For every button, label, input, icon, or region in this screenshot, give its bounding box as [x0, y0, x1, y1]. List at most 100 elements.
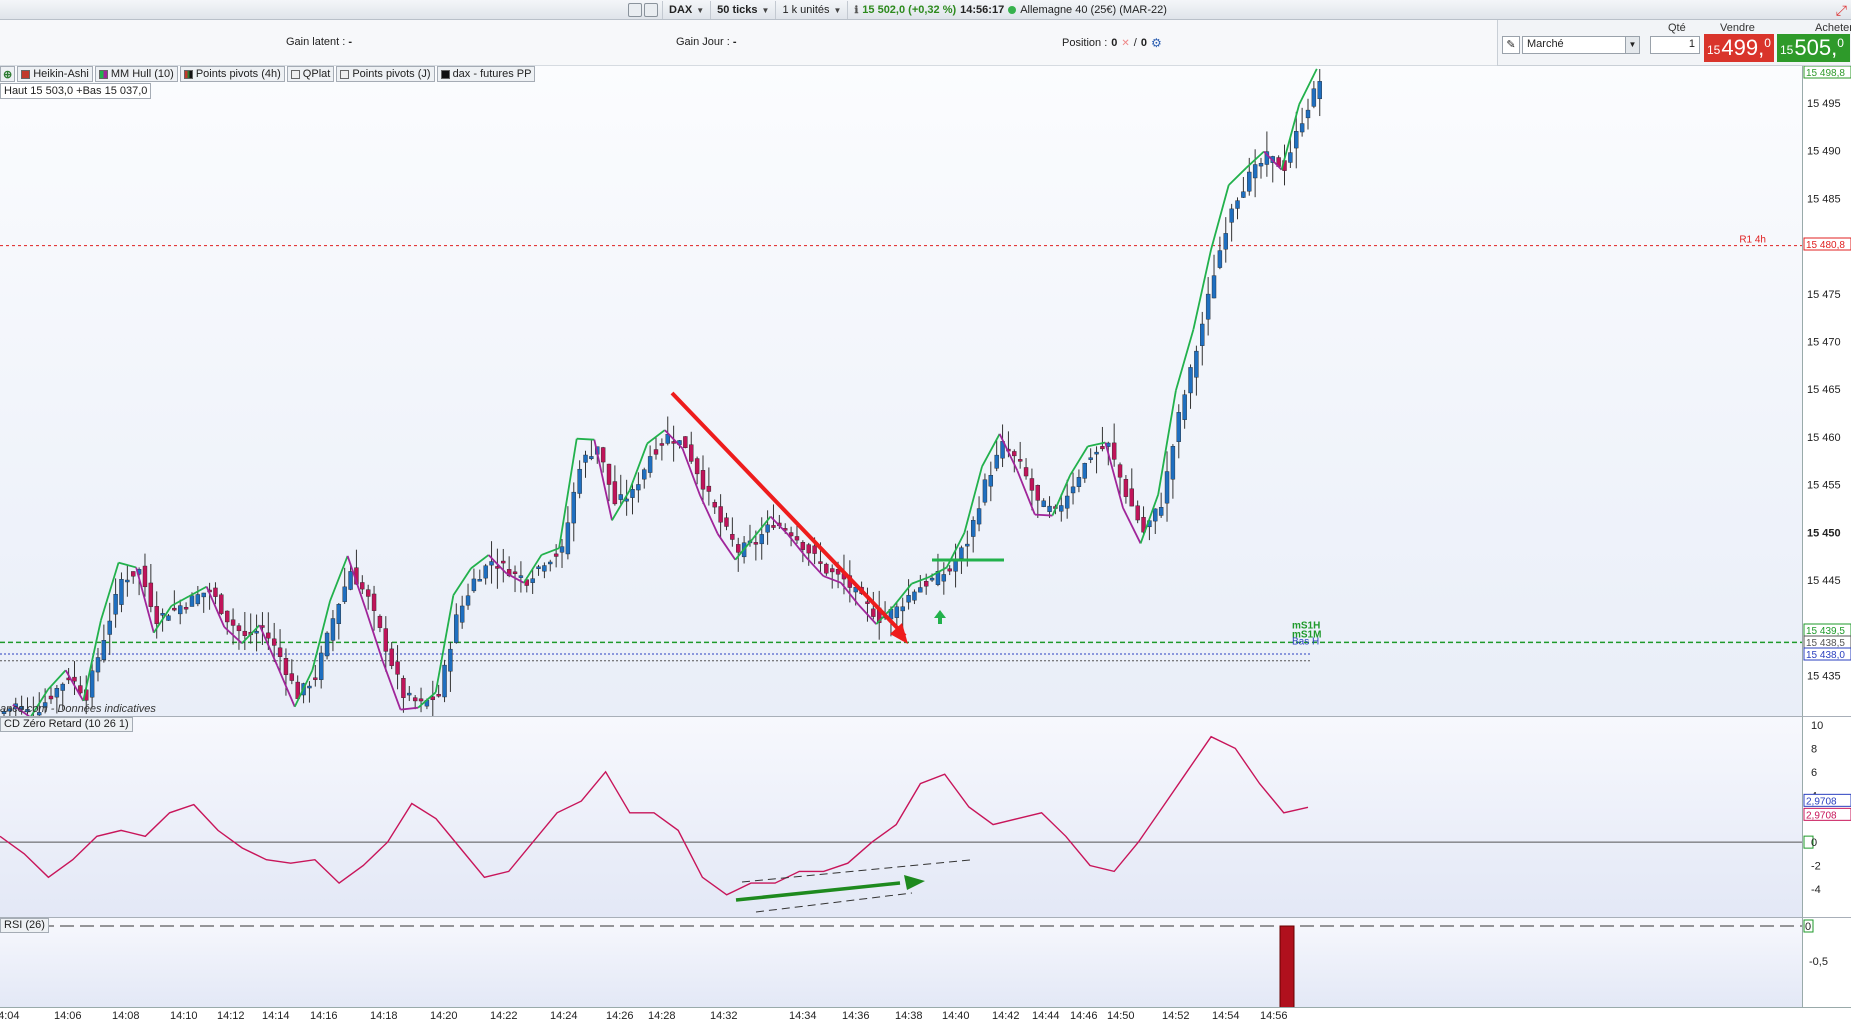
hull-ma-segment	[170, 595, 190, 607]
price-tick-label: 15 475	[1807, 289, 1841, 301]
order-type-select[interactable]: Marché ▼	[1522, 36, 1640, 54]
legend-add-button[interactable]: ⊕	[0, 66, 16, 82]
candle-body	[871, 608, 876, 617]
legend-item-heikin-ashi[interactable]: Heikin-Ashi	[17, 66, 93, 82]
candle-body	[371, 593, 377, 611]
ticks-selector[interactable]: 50 ticks ▼	[710, 1, 775, 19]
chevron-down-icon: ▼	[1625, 37, 1639, 53]
candle-body	[947, 568, 952, 572]
sell-button[interactable]: 15 499, 0	[1704, 34, 1774, 62]
legend-item-pivots-4h[interactable]: Points pivots (4h)	[179, 66, 285, 82]
hull-ma-segment	[1192, 249, 1212, 330]
time-axis[interactable]: 14:04 14:06 14:08 14:10 14:12 14:14 14:16 14:18…	[0, 1007, 1851, 1021]
candle-body	[1264, 151, 1270, 165]
candle-body	[1111, 442, 1117, 460]
legend-item-pivots-j[interactable]: Points pivots (J)	[336, 66, 435, 82]
rsi-chart-canvas[interactable]	[0, 918, 1802, 1008]
candle-body	[1170, 446, 1176, 480]
candle-body	[330, 618, 336, 641]
candle-body	[289, 673, 295, 681]
candle-body	[113, 594, 118, 615]
instrument-selector[interactable]: DAX ▼	[662, 1, 710, 19]
hull-ma-segment	[1104, 442, 1124, 509]
candle-body	[548, 561, 553, 565]
candle-body	[800, 541, 806, 550]
rsi-axis[interactable]: 0 -0,5	[1802, 917, 1851, 1007]
buy-button[interactable]: 15 505, 0	[1777, 34, 1850, 62]
units-selector[interactable]: 1 k unités ▼	[775, 1, 847, 19]
info-icon[interactable]: ℹ	[854, 4, 859, 16]
time-tick-label: 14:42	[992, 1010, 1020, 1021]
candle-body	[42, 702, 48, 708]
hull-ma-segment	[82, 620, 102, 702]
candle-body	[1076, 477, 1082, 487]
price-chart[interactable]: R1 4h mS1H mS1M Bas H	[0, 66, 1802, 716]
hull-ma-segment	[699, 495, 719, 535]
candle-body	[1229, 208, 1234, 223]
quantity-input[interactable]: 1	[1650, 36, 1700, 54]
candle-body	[1200, 323, 1205, 346]
candle-body	[659, 443, 665, 446]
candle-body	[970, 520, 976, 537]
macd-chart[interactable]	[0, 716, 1802, 917]
chart-type-icon[interactable]	[628, 3, 642, 17]
candle-body	[148, 582, 154, 607]
legend-item-qplat[interactable]: QPlat	[286, 66, 335, 82]
candle-body	[506, 569, 512, 577]
gear-icon[interactable]: ⚙	[1150, 36, 1162, 50]
candle-body	[313, 677, 318, 680]
hull-ma-segment	[981, 433, 1001, 467]
rsi-tick-label: 0	[1805, 921, 1811, 933]
sell-price-prefix: 15	[1707, 43, 1721, 57]
candle-body	[107, 620, 112, 635]
gain-latent: Gain latent : -	[286, 36, 352, 48]
sell-price-decimal: 0	[1764, 36, 1771, 50]
rsi-indicator-label[interactable]: RSI (26)	[0, 918, 49, 933]
detach-window-icon[interactable]: ⤢	[1835, 2, 1847, 18]
candle-body	[225, 610, 230, 623]
candle-body	[1082, 463, 1087, 479]
price-tick-label: 15 445	[1807, 575, 1841, 587]
candle-body	[7, 708, 13, 712]
candle-body	[489, 561, 494, 566]
rsi-chart[interactable]	[0, 917, 1802, 1008]
macd-chart-canvas[interactable]	[0, 717, 1802, 918]
candle-body	[900, 606, 905, 612]
time-tick-label: 14:36	[842, 1010, 870, 1021]
candle-body	[25, 709, 30, 713]
hull-ma-segment	[558, 438, 578, 549]
price-tick-label: 15 470	[1807, 337, 1841, 349]
macd-indicator-label[interactable]: CD Zéro Retard (10 26 1)	[0, 717, 133, 732]
candle-body	[230, 619, 236, 626]
candle-body	[213, 587, 218, 597]
buy-price: 505,	[1794, 35, 1838, 60]
candle-body	[1, 711, 7, 714]
candle-body	[1023, 467, 1029, 477]
hull-ma-segment	[928, 566, 948, 578]
hull-ma-segment	[945, 532, 966, 568]
candle-body	[1247, 171, 1252, 192]
position-close-icon[interactable]: ✕	[1121, 37, 1130, 49]
rsi-axis-canvas: 0 -0,5	[1803, 919, 1828, 968]
candle-body	[923, 580, 929, 587]
macd-tick-label: 6	[1811, 767, 1817, 779]
hull-ma-segment	[1139, 494, 1160, 544]
legend-label: QPlat	[302, 68, 331, 80]
candle-body	[976, 508, 982, 525]
hull-ma-segment	[135, 567, 155, 633]
candle-body	[442, 664, 447, 698]
price-tick-label: 15 495	[1807, 98, 1841, 110]
settings-icon[interactable]	[644, 3, 658, 17]
candle-body	[54, 688, 60, 698]
legend-item-dax-futures-pp[interactable]: dax - futures PP	[436, 66, 536, 82]
wrench-icon[interactable]: ✎	[1502, 36, 1520, 54]
time-tick-label: 14:54	[1212, 1010, 1240, 1021]
hull-ma-segment	[434, 595, 455, 693]
r1-4h-label: R1 4h	[1739, 235, 1766, 246]
legend-item-mm-hull[interactable]: MM Hull (10)	[94, 66, 178, 82]
candle-body	[1041, 500, 1046, 507]
price-tick-label: 15 435	[1807, 670, 1841, 682]
